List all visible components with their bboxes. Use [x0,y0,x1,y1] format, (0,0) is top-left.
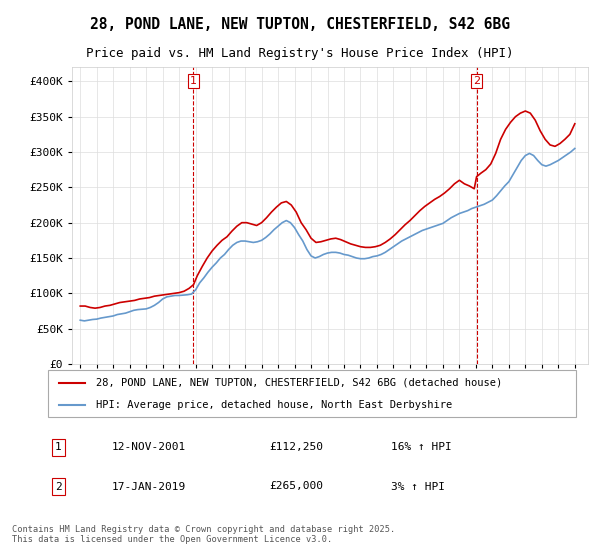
Text: 2: 2 [55,482,62,492]
Text: £112,250: £112,250 [270,442,324,452]
Text: 2: 2 [473,76,480,86]
FancyBboxPatch shape [48,370,576,417]
Text: 17-JAN-2019: 17-JAN-2019 [112,482,185,492]
Text: 28, POND LANE, NEW TUPTON, CHESTERFIELD, S42 6BG (detached house): 28, POND LANE, NEW TUPTON, CHESTERFIELD,… [95,378,502,388]
Text: 16% ↑ HPI: 16% ↑ HPI [391,442,452,452]
Text: 1: 1 [55,442,62,452]
Text: 1: 1 [190,76,197,86]
Text: Contains HM Land Registry data © Crown copyright and database right 2025.
This d: Contains HM Land Registry data © Crown c… [12,525,395,544]
Text: 12-NOV-2001: 12-NOV-2001 [112,442,185,452]
Text: £265,000: £265,000 [270,482,324,492]
Text: 3% ↑ HPI: 3% ↑ HPI [391,482,445,492]
Text: 28, POND LANE, NEW TUPTON, CHESTERFIELD, S42 6BG: 28, POND LANE, NEW TUPTON, CHESTERFIELD,… [90,17,510,32]
Text: Price paid vs. HM Land Registry's House Price Index (HPI): Price paid vs. HM Land Registry's House … [86,47,514,60]
Text: HPI: Average price, detached house, North East Derbyshire: HPI: Average price, detached house, Nort… [95,400,452,410]
